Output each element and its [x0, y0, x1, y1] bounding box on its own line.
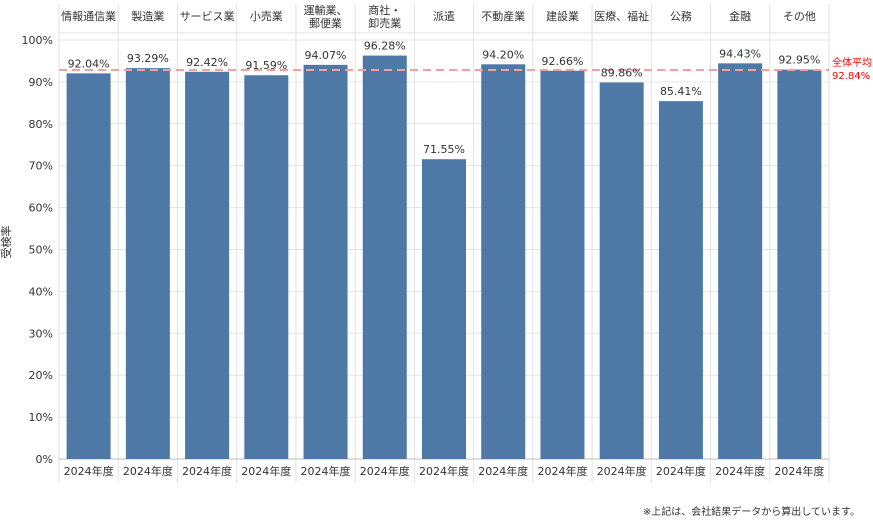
x-sublabel: 2024年度 [301, 464, 351, 478]
data-label: 92.66% [541, 55, 583, 68]
y-tick-label: 90% [29, 76, 53, 89]
category-label: 金融 [729, 9, 751, 23]
y-tick-label: 80% [29, 118, 53, 131]
category-label: サービス業 [180, 10, 235, 23]
x-sublabel: 2024年度 [419, 464, 469, 478]
data-label: 94.20% [482, 48, 524, 61]
category-label: 不動産業 [481, 9, 525, 23]
average-value: 92.84% [832, 71, 870, 82]
data-label: 92.95% [778, 54, 820, 67]
x-sublabel: 2024年度 [64, 464, 114, 478]
bar [185, 71, 230, 460]
category-label: 公務 [670, 9, 692, 23]
data-label: 89.86% [601, 66, 643, 79]
data-label: 91.59% [245, 59, 287, 72]
data-label: 96.28% [364, 40, 406, 53]
category-label: 建設業 [546, 9, 579, 23]
footnote: ※上記は、会社結果データから算出しています。 [642, 507, 860, 518]
bar [718, 63, 763, 460]
x-sublabel: 2024年度 [537, 464, 587, 478]
data-label: 93.29% [127, 52, 169, 65]
x-sublabel: 2024年度 [774, 464, 824, 478]
category-label: 郵便業 [309, 17, 342, 30]
category-label: 卸売業 [368, 16, 401, 30]
bar [244, 75, 289, 459]
data-label: 92.42% [186, 56, 228, 69]
x-sublabel: 2024年度 [360, 464, 410, 478]
category-label: 商社・ [368, 3, 401, 17]
x-sublabel: 2024年度 [123, 464, 173, 478]
bars [66, 55, 822, 460]
x-sublabel: 2024年度 [597, 464, 647, 478]
category-label: 派遣 [433, 9, 455, 23]
bar [658, 101, 703, 459]
x-sublabel: 2024年度 [182, 464, 232, 478]
value-labels: 92.04% 93.29% 92.42% 91.59% 94.07% 96.28% 71.5… [68, 40, 821, 157]
data-label: 71.55% [423, 143, 465, 156]
category-label: 情報通信業 [61, 10, 116, 23]
reference-line-group: 全体平均 92.84% [59, 56, 872, 82]
y-tick-label: 70% [29, 160, 53, 173]
y-tick-label: 100% [22, 34, 53, 47]
bar [362, 55, 407, 460]
bar [66, 73, 111, 459]
category-label: 小売業 [250, 10, 283, 23]
data-label: 92.04% [68, 57, 110, 70]
bar [481, 64, 526, 459]
y-axis-label: 受検率 [0, 226, 13, 259]
y-tick-label: 60% [29, 202, 53, 215]
data-label: 94.43% [719, 47, 761, 60]
category-label: その他 [783, 10, 816, 23]
x-sublabel: 2024年度 [478, 464, 528, 478]
x-sublabel: 2024年度 [656, 464, 706, 478]
x-sublabels: 2024年度 2024年度 2024年度 2024年度 2024年度 2024年度 2024… [64, 464, 825, 478]
bar [125, 68, 170, 459]
x-sublabel: 2024年度 [715, 464, 765, 478]
category-label: 運輸業、 [304, 3, 348, 17]
bar [777, 69, 822, 460]
y-tick-label: 20% [29, 369, 53, 382]
y-tick-label: 50% [29, 244, 53, 257]
y-tick-label: 40% [29, 285, 53, 298]
category-label: 製造業 [131, 9, 164, 23]
bar [599, 82, 644, 459]
y-tick-label: 0% [36, 453, 53, 466]
category-header: 情報通信業 製造業 サービス業 小売業 運輸業、郵便業 商社・卸売業 派遣 不動産業 建設業 医療… [61, 3, 816, 30]
bar [422, 159, 466, 459]
y-tick-label: 10% [29, 411, 53, 424]
bar [303, 64, 348, 459]
category-label: 医療、福祉 [594, 9, 649, 23]
x-sublabel: 2024年度 [241, 464, 291, 478]
average-label: 全体平均 [832, 56, 872, 69]
data-label: 85.41% [660, 85, 702, 98]
y-axis: 0% 10% 20% 30% 40% 50% 60% 70% 80% 90% 100% [22, 34, 53, 466]
y-tick-label: 30% [29, 327, 53, 340]
data-label: 94.07% [305, 49, 347, 62]
bar [540, 70, 585, 459]
